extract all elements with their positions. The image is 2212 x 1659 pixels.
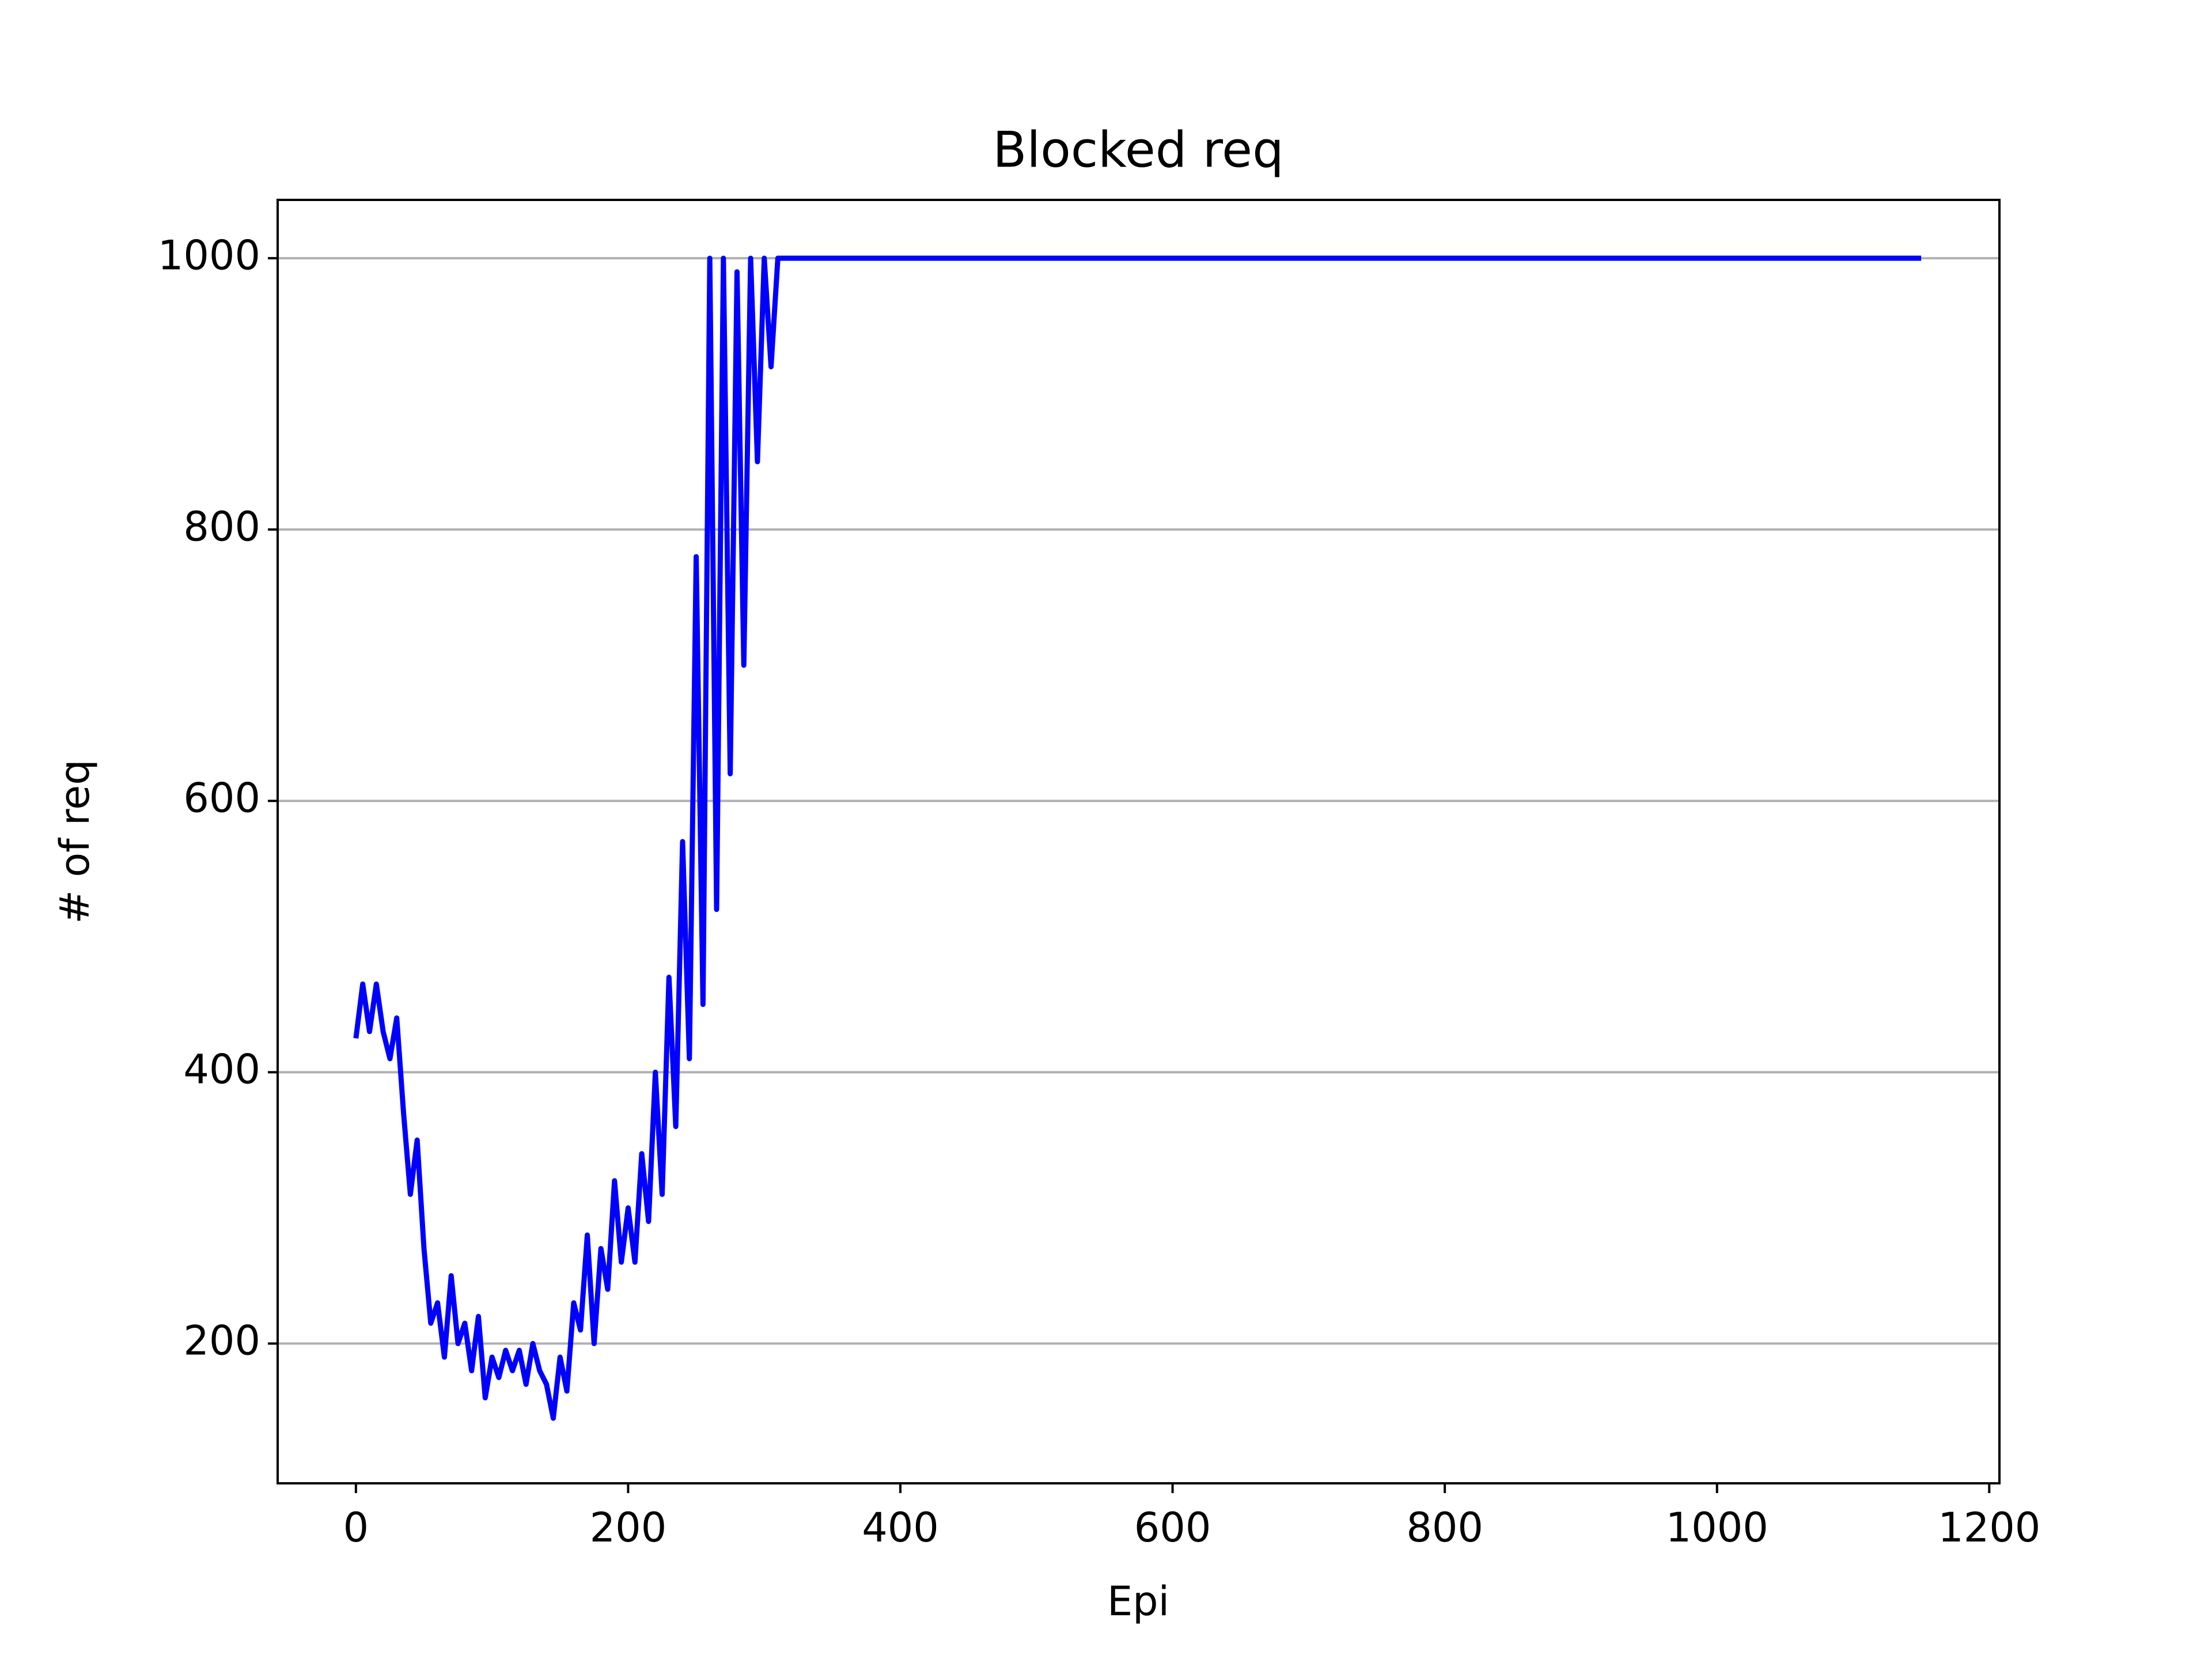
x-tick-label: 600	[1134, 1504, 1211, 1551]
data-line	[353, 255, 1922, 1421]
y-axis-label: # of req	[51, 759, 99, 923]
x-axis-label: Epi	[1107, 1578, 1169, 1625]
x-tick-label: 400	[862, 1504, 939, 1551]
x-tick-label: 0	[343, 1504, 369, 1551]
y-tick-label: 400	[183, 1046, 260, 1093]
y-tick-label: 1000	[158, 232, 260, 279]
y-tick-label: 600	[183, 774, 260, 821]
x-tick-label: 800	[1406, 1504, 1483, 1551]
y-tick-label: 800	[183, 503, 260, 550]
x-tick-label: 200	[590, 1504, 667, 1551]
x-tick-label: 1200	[1938, 1504, 2040, 1551]
chart-title: Blocked req	[993, 121, 1283, 179]
x-tick-label: 1000	[1666, 1504, 1768, 1551]
y-tick-label: 200	[183, 1317, 260, 1364]
axes-frame	[276, 199, 2001, 1484]
